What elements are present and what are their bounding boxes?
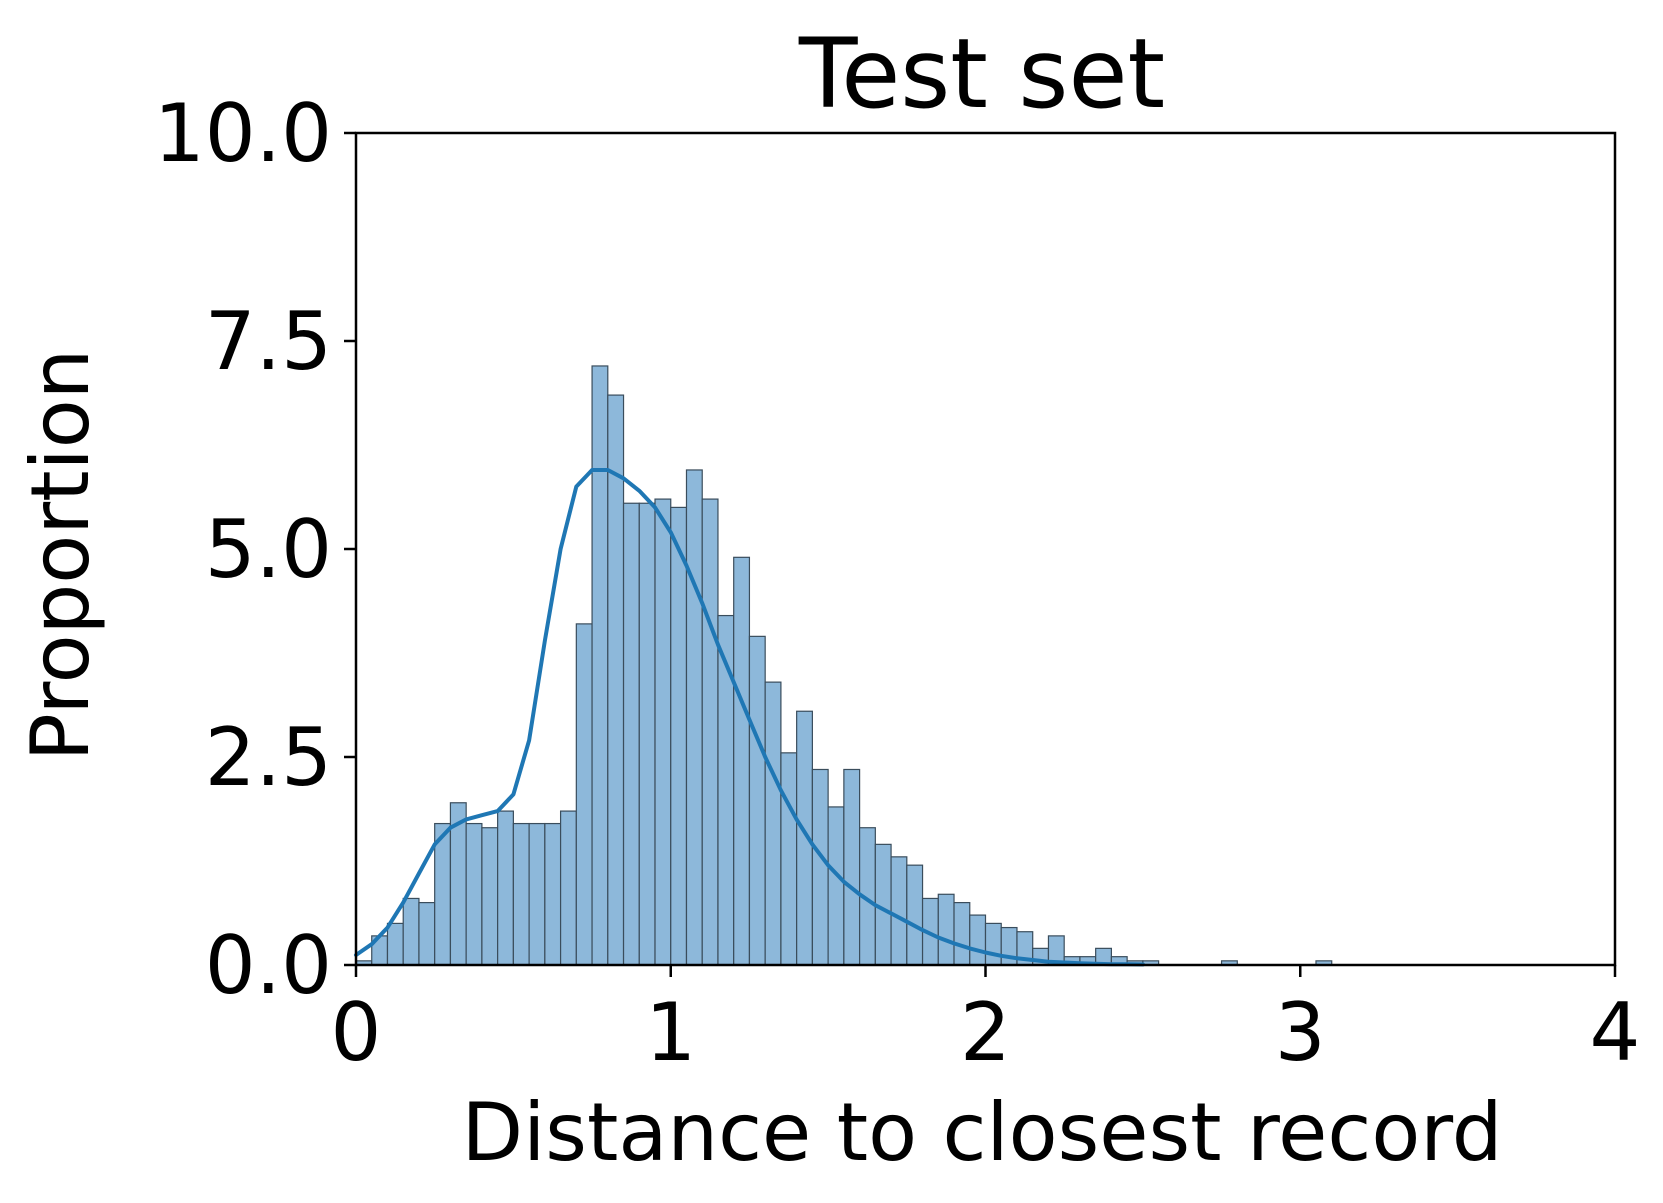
histogram-bar xyxy=(969,914,987,966)
histogram-bar xyxy=(670,506,688,966)
y-axis-label: Proportion xyxy=(14,349,107,762)
histogram-bar xyxy=(764,681,782,966)
histogram-bar xyxy=(559,810,577,966)
histogram-bar xyxy=(748,635,766,966)
histogram-bar xyxy=(528,822,546,966)
x-tick-label: 3 xyxy=(1275,986,1326,1079)
histogram-bar xyxy=(497,810,514,966)
histogram-bar xyxy=(591,365,609,966)
histogram-bar xyxy=(654,498,672,966)
y-tick-label: 2.5 xyxy=(205,711,332,804)
histogram-bar xyxy=(827,806,845,966)
x-tick-label: 4 xyxy=(1590,986,1641,1079)
histogram-bar xyxy=(890,856,908,966)
histogram-bar xyxy=(984,922,1002,966)
histogram-bar xyxy=(685,469,703,966)
histogram-bar xyxy=(780,752,798,966)
histogram-bars xyxy=(355,365,1333,966)
histogram-bar xyxy=(811,768,829,966)
y-tick-label: 0.0 xyxy=(205,919,332,1012)
y-tick-label: 5.0 xyxy=(205,503,332,596)
x-tick-label: 0 xyxy=(331,986,382,1079)
histogram-bar xyxy=(622,502,640,966)
histogram-bar xyxy=(465,822,483,966)
chart-title: Test set xyxy=(798,18,1165,130)
histogram-bar xyxy=(607,394,625,966)
y-axis-ticks: 0.0 2.5 5.0 7.5 10.0 xyxy=(154,87,356,1012)
histogram-bar xyxy=(937,893,955,966)
x-tick-label: 2 xyxy=(960,986,1011,1079)
kde-curve xyxy=(354,468,1145,967)
histogram-bar xyxy=(544,822,562,966)
x-axis-ticks: 0 1 2 3 4 xyxy=(331,965,1641,1079)
histogram-bar xyxy=(701,498,719,966)
histogram-bar xyxy=(843,768,861,966)
x-tick-label: 1 xyxy=(645,986,696,1079)
y-tick-label: 10.0 xyxy=(154,87,332,180)
histogram-bar xyxy=(575,623,593,966)
histogram-bar xyxy=(733,556,751,966)
histogram-bar xyxy=(512,822,530,966)
histogram-bar xyxy=(418,901,436,966)
histogram-bar xyxy=(953,901,971,966)
y-tick-label: 7.5 xyxy=(205,295,332,388)
x-axis-label: Distance to closest record xyxy=(461,1086,1502,1179)
histogram-bar xyxy=(402,897,420,966)
histogram-bar xyxy=(906,864,924,966)
histogram-bar xyxy=(386,922,404,966)
histogram-bar xyxy=(481,827,499,966)
histogram-bar xyxy=(638,502,656,966)
